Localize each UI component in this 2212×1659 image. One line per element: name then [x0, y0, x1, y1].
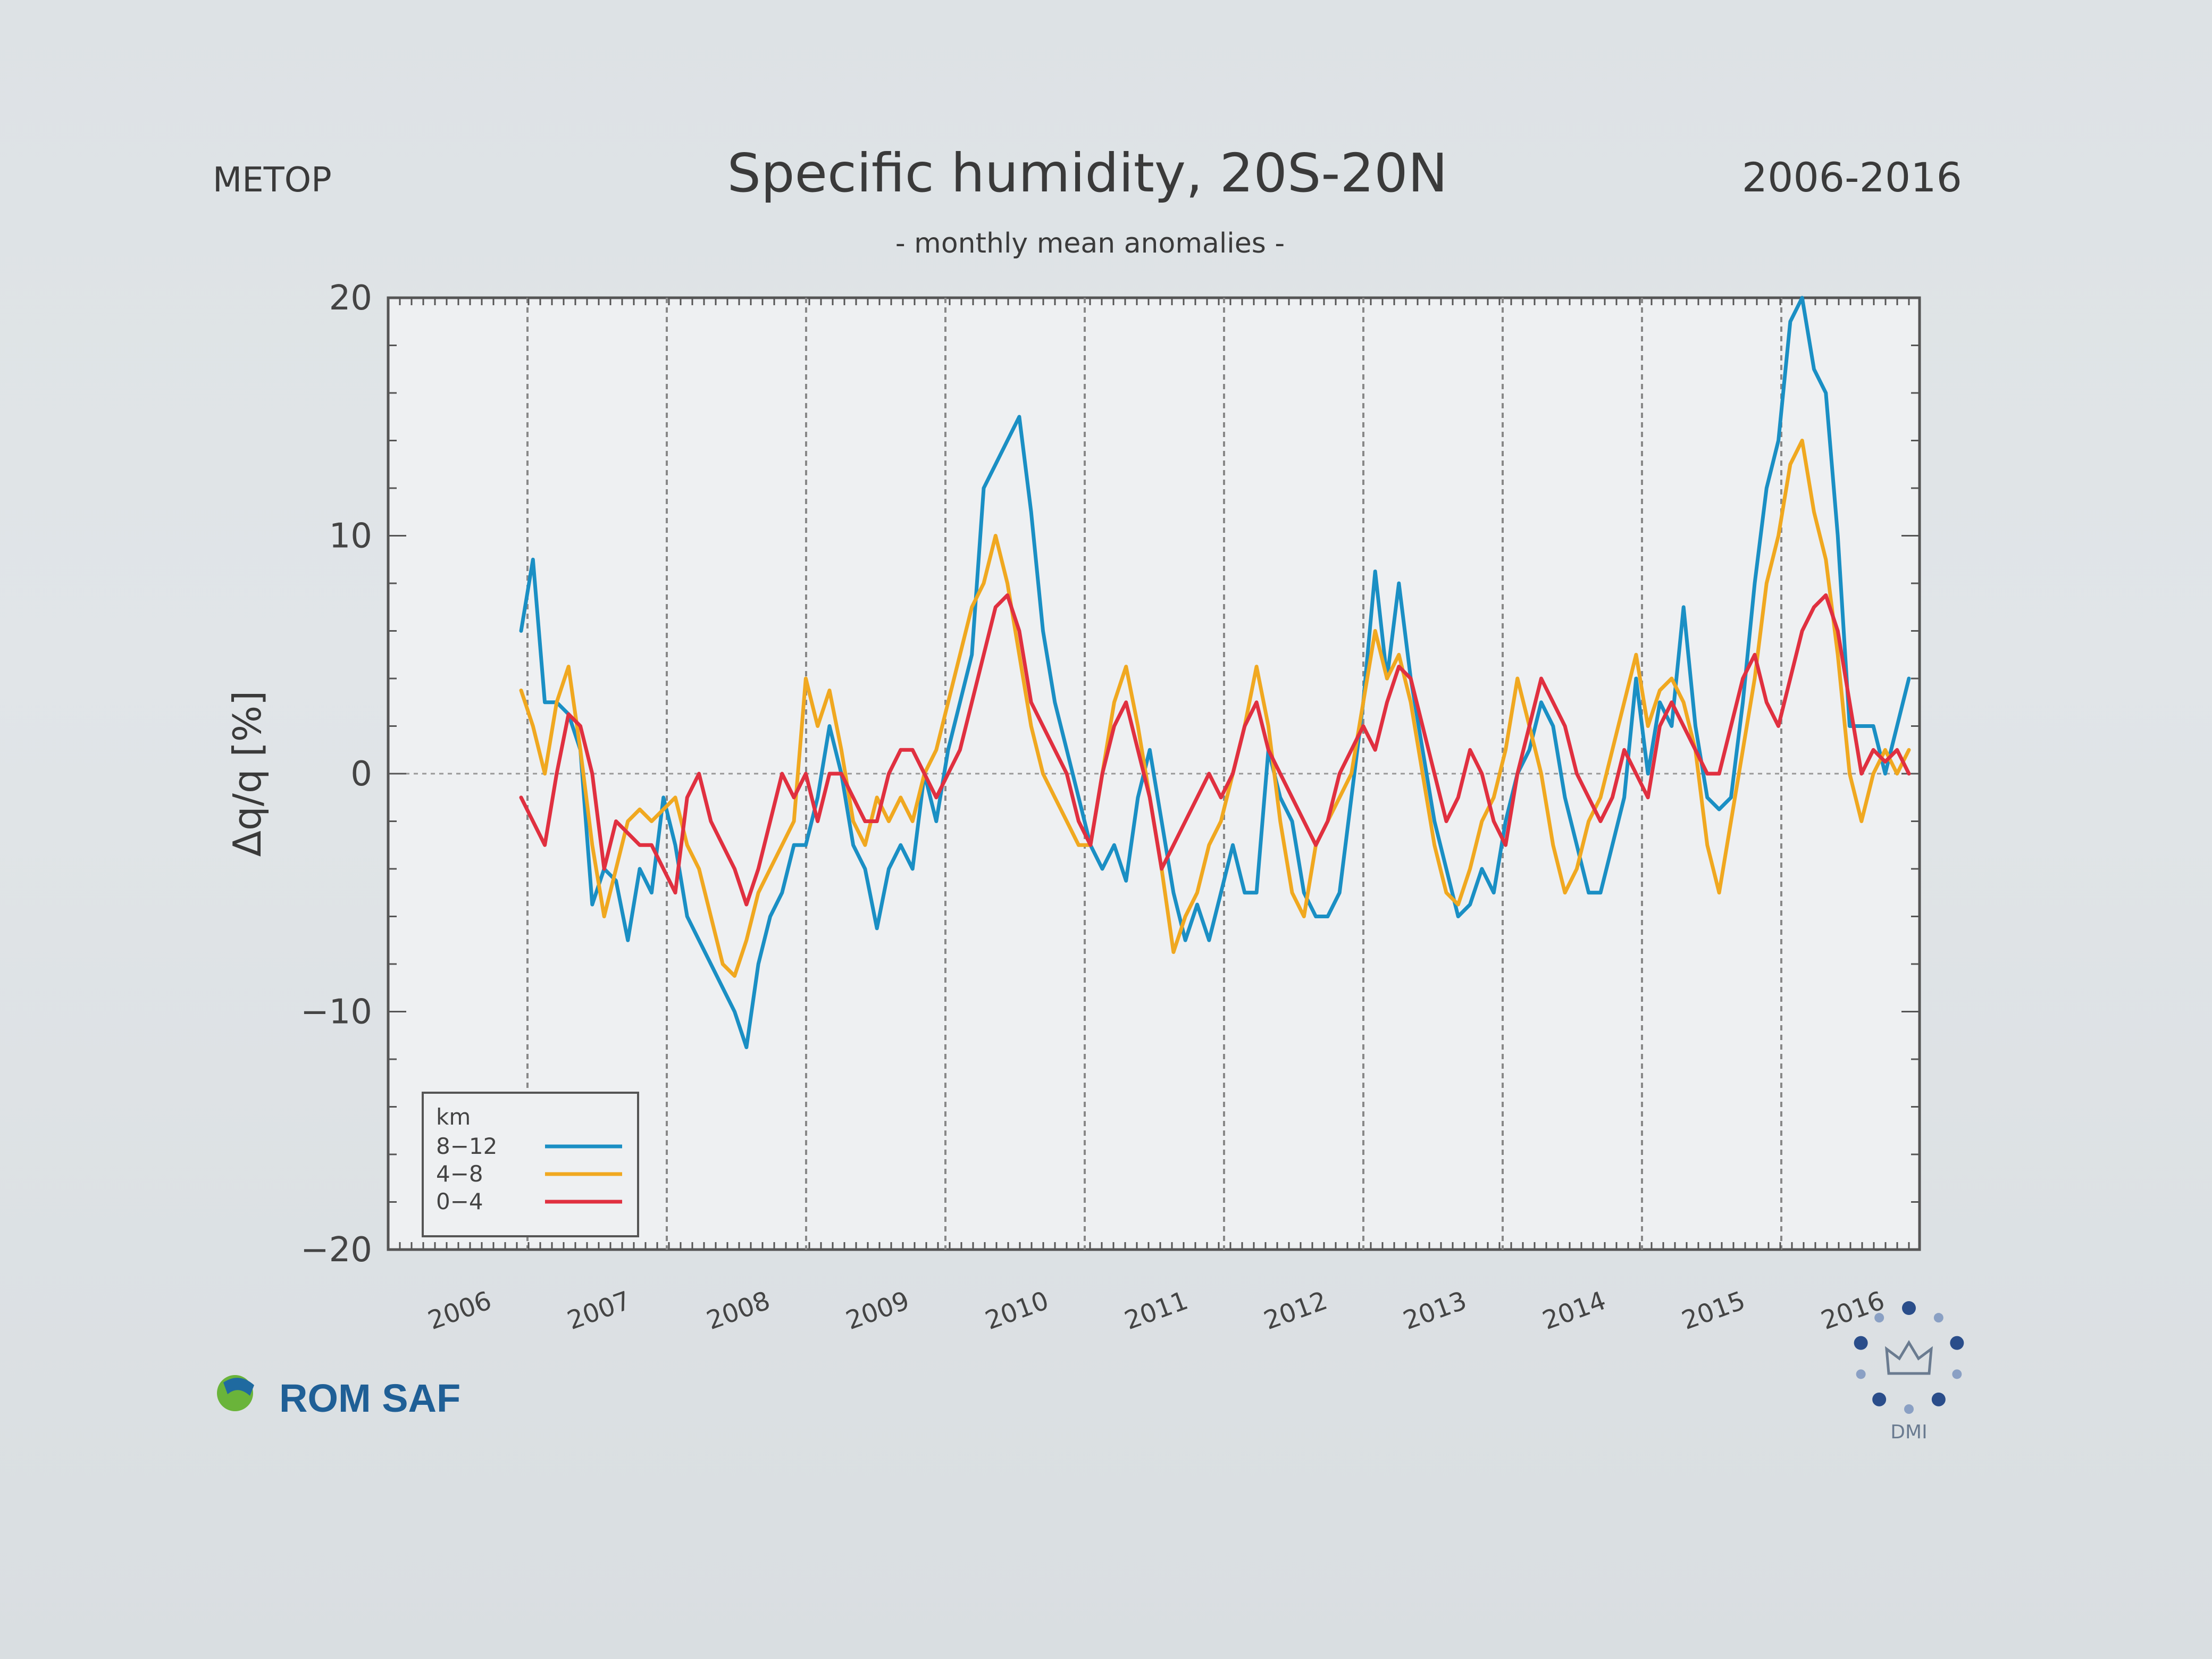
dmi-dot	[1933, 1313, 1943, 1323]
dmi-crown-icon	[1854, 1301, 1964, 1414]
dmi-dot	[1854, 1336, 1868, 1350]
y-tick-label: 20	[329, 279, 372, 318]
legend-label: 0−4	[436, 1188, 483, 1214]
x-tick-label: 2011	[1121, 1286, 1192, 1336]
dmi-dot	[1872, 1392, 1887, 1406]
legend-label: 8−12	[436, 1133, 497, 1159]
x-tick-label: 2008	[703, 1286, 774, 1336]
series-line-0-4	[519, 593, 1911, 907]
y-axis: 20 10 0 −10 −20	[300, 279, 372, 1270]
y-tick-label: 0	[350, 755, 372, 794]
grid	[387, 297, 1920, 1251]
romsaf-logo: ROM SAF	[217, 1375, 460, 1420]
dmi-dot	[1950, 1336, 1964, 1350]
chart-title: Specific humidity, 20S-20N	[727, 142, 1447, 204]
legend-title: km	[436, 1104, 471, 1130]
dmi-dot	[1902, 1301, 1916, 1315]
dmi-text: DMI	[1890, 1421, 1927, 1443]
series-line-8-12	[519, 296, 1911, 1050]
x-axis: 2006 2007 2008 2009 2010 2011 2012 2013 2014 2015…	[424, 1286, 1889, 1336]
x-tick-label: 2010	[982, 1286, 1053, 1336]
romsaf-text: ROM SAF	[279, 1376, 460, 1420]
legend-items: 8−124−80−4	[436, 1133, 622, 1214]
dmi-logo: DMI	[1854, 1301, 1964, 1443]
series-group	[519, 296, 1911, 1050]
x-tick-label: 2007	[564, 1286, 635, 1336]
legend-box	[422, 1092, 639, 1237]
x-tick-label: 2014	[1539, 1286, 1610, 1336]
dmi-crown-shape	[1885, 1340, 1933, 1375]
legend-label: 4−8	[436, 1161, 483, 1187]
x-tick-label: 2015	[1678, 1286, 1749, 1336]
romsaf-swoosh-icon	[223, 1378, 254, 1396]
dmi-dot	[1904, 1404, 1914, 1414]
x-tick-label: 2012	[1260, 1286, 1331, 1336]
series-line-4-8	[519, 439, 1911, 978]
legend: km 8−124−80−4	[422, 1092, 639, 1237]
x-tick-label: 2016	[1817, 1286, 1889, 1336]
x-tick-label: 2013	[1400, 1286, 1471, 1336]
y-tick-label: −20	[300, 1230, 372, 1270]
header-left: METOP	[213, 161, 332, 200]
dmi-dot	[1874, 1313, 1884, 1323]
x-tick-label: 2009	[842, 1286, 914, 1336]
y-tick-label: 10	[329, 517, 372, 556]
dmi-dot	[1952, 1369, 1962, 1379]
dmi-dot	[1856, 1369, 1866, 1379]
chart-subtitle: - monthly mean anomalies -	[895, 228, 1285, 259]
dmi-dot	[1931, 1392, 1946, 1406]
y-tick-label: −10	[300, 993, 372, 1032]
header-right: 2006-2016	[1742, 154, 1962, 201]
y-axis-label: Δq/q [%]	[225, 691, 270, 857]
x-tick-label: 2006	[424, 1286, 496, 1336]
